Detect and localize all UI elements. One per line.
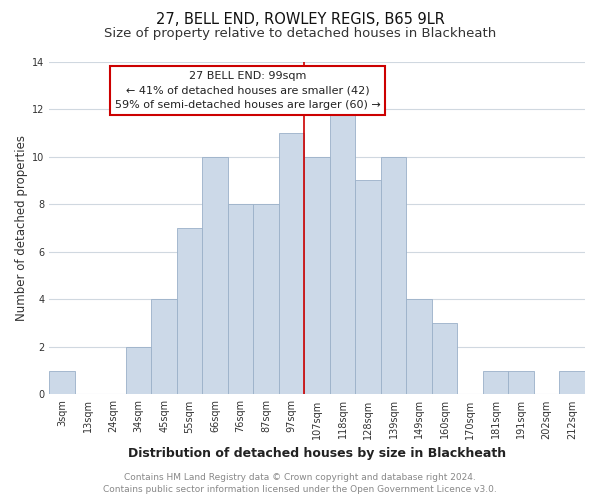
Bar (304, 156, 330, 394)
Bar (151, 300, 177, 394)
Bar (381, 156, 406, 394)
Bar (483, 370, 508, 394)
Text: Size of property relative to detached houses in Blackheath: Size of property relative to detached ho… (104, 28, 496, 40)
Bar (432, 323, 457, 394)
Bar (559, 370, 585, 394)
Text: 27 BELL END: 99sqm
← 41% of detached houses are smaller (42)
59% of semi-detache: 27 BELL END: 99sqm ← 41% of detached hou… (115, 72, 380, 110)
Bar (49, 370, 75, 394)
Bar (330, 109, 355, 395)
Bar (228, 204, 253, 394)
Text: 27, BELL END, ROWLEY REGIS, B65 9LR: 27, BELL END, ROWLEY REGIS, B65 9LR (155, 12, 445, 28)
Bar (202, 156, 228, 394)
Bar (177, 228, 202, 394)
Text: Contains HM Land Registry data © Crown copyright and database right 2024.
Contai: Contains HM Land Registry data © Crown c… (103, 472, 497, 494)
Bar (508, 370, 534, 394)
Bar (406, 300, 432, 394)
Bar (355, 180, 381, 394)
Bar (126, 347, 151, 395)
Y-axis label: Number of detached properties: Number of detached properties (15, 135, 28, 321)
X-axis label: Distribution of detached houses by size in Blackheath: Distribution of detached houses by size … (128, 447, 506, 460)
Bar (279, 133, 304, 394)
Bar (253, 204, 279, 394)
